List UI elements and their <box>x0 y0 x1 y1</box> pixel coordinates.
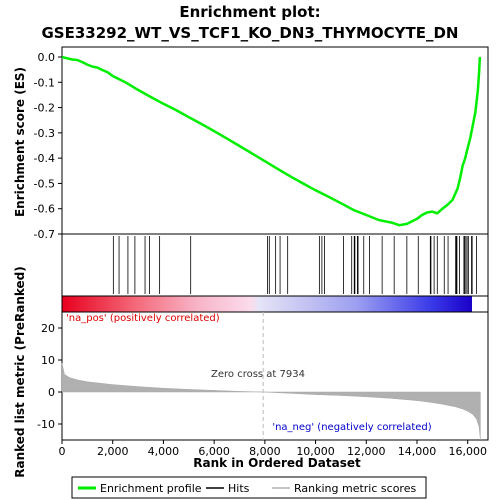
x-tick-label: 16,000 <box>448 445 487 458</box>
x-tick-label: 2,000 <box>97 445 129 458</box>
chart-title-line1: Enrichment plot: <box>179 3 320 21</box>
es-y-tick-label: -0.4 <box>34 152 55 165</box>
x-axis-label: Rank in Ordered Dataset <box>193 456 361 470</box>
x-tick-label: 8,000 <box>249 445 281 458</box>
legend-ranking-label: Ranking metric scores <box>294 482 416 495</box>
es-y-tick-label: -0.6 <box>34 203 55 216</box>
es-y-tick-label: -0.2 <box>34 102 55 115</box>
ranking-y-tick-label: 0 <box>48 386 55 399</box>
x-tick-label: 12,000 <box>347 445 386 458</box>
legend: Enrichment profile Hits Ranking metric s… <box>71 476 427 499</box>
na-pos-label: 'na_pos' (positively correlated) <box>66 313 220 324</box>
es-y-tick-label: -0.1 <box>34 76 55 89</box>
ranking-y-tick-label: -10 <box>37 418 55 431</box>
hit-marks <box>112 236 477 294</box>
x-tick-label: 4,000 <box>148 445 180 458</box>
ranking-y-tick-label: 20 <box>41 322 55 335</box>
es-y-tick-label: -0.3 <box>34 127 55 140</box>
es-y-axis: 0.0 -0.1 -0.2 -0.3 -0.4 -0.5 -0.6 -0.7 <box>34 51 62 241</box>
enrichment-profile-line <box>61 55 482 227</box>
ranking-y-label: Ranked list metric (PreRanked) <box>13 266 27 478</box>
legend-enrichment-label: Enrichment profile <box>100 482 202 495</box>
es-panel: 0.0 -0.1 -0.2 -0.3 -0.4 -0.5 -0.6 -0.7 <box>34 46 489 241</box>
es-y-tick-label: 0.0 <box>38 51 56 64</box>
es-y-label: Enrichment score (ES) <box>13 67 27 217</box>
ranking-metric-area <box>61 363 481 441</box>
rank-gradient <box>62 296 472 312</box>
x-axis: 0 2,000 4,000 6,000 8,000 10,000 12,000 14,000 1… <box>59 440 487 458</box>
ranking-y-tick-label: 10 <box>41 354 55 367</box>
chart-title-line2: GSE33292_WT_VS_TCF1_KO_DN3_THYMOCYTE_DN <box>42 24 459 42</box>
zero-cross-label: Zero cross at 7934 <box>211 369 305 380</box>
rank-color-bar <box>61 295 489 313</box>
hits-panel-frame <box>61 233 489 297</box>
na-neg-label: 'na_neg' (negatively correlated) <box>272 422 431 433</box>
x-tick-label: 6,000 <box>198 445 230 458</box>
x-tick-label: 0 <box>59 445 66 458</box>
ranking-y-axis: 20 10 0 -10 <box>37 322 62 431</box>
es-y-tick-label: -0.7 <box>34 228 55 241</box>
x-tick-label: 14,000 <box>398 445 437 458</box>
ranking-panel: 20 10 0 -10 'na_pos' (positively correlated… <box>37 311 489 441</box>
es-panel-frame <box>61 46 489 235</box>
hits-panel <box>61 233 489 297</box>
legend-frame <box>71 476 427 499</box>
x-tick-label: 10,000 <box>296 445 335 458</box>
legend-hits-label: Hits <box>228 482 250 495</box>
es-y-tick-label: -0.5 <box>34 177 55 190</box>
